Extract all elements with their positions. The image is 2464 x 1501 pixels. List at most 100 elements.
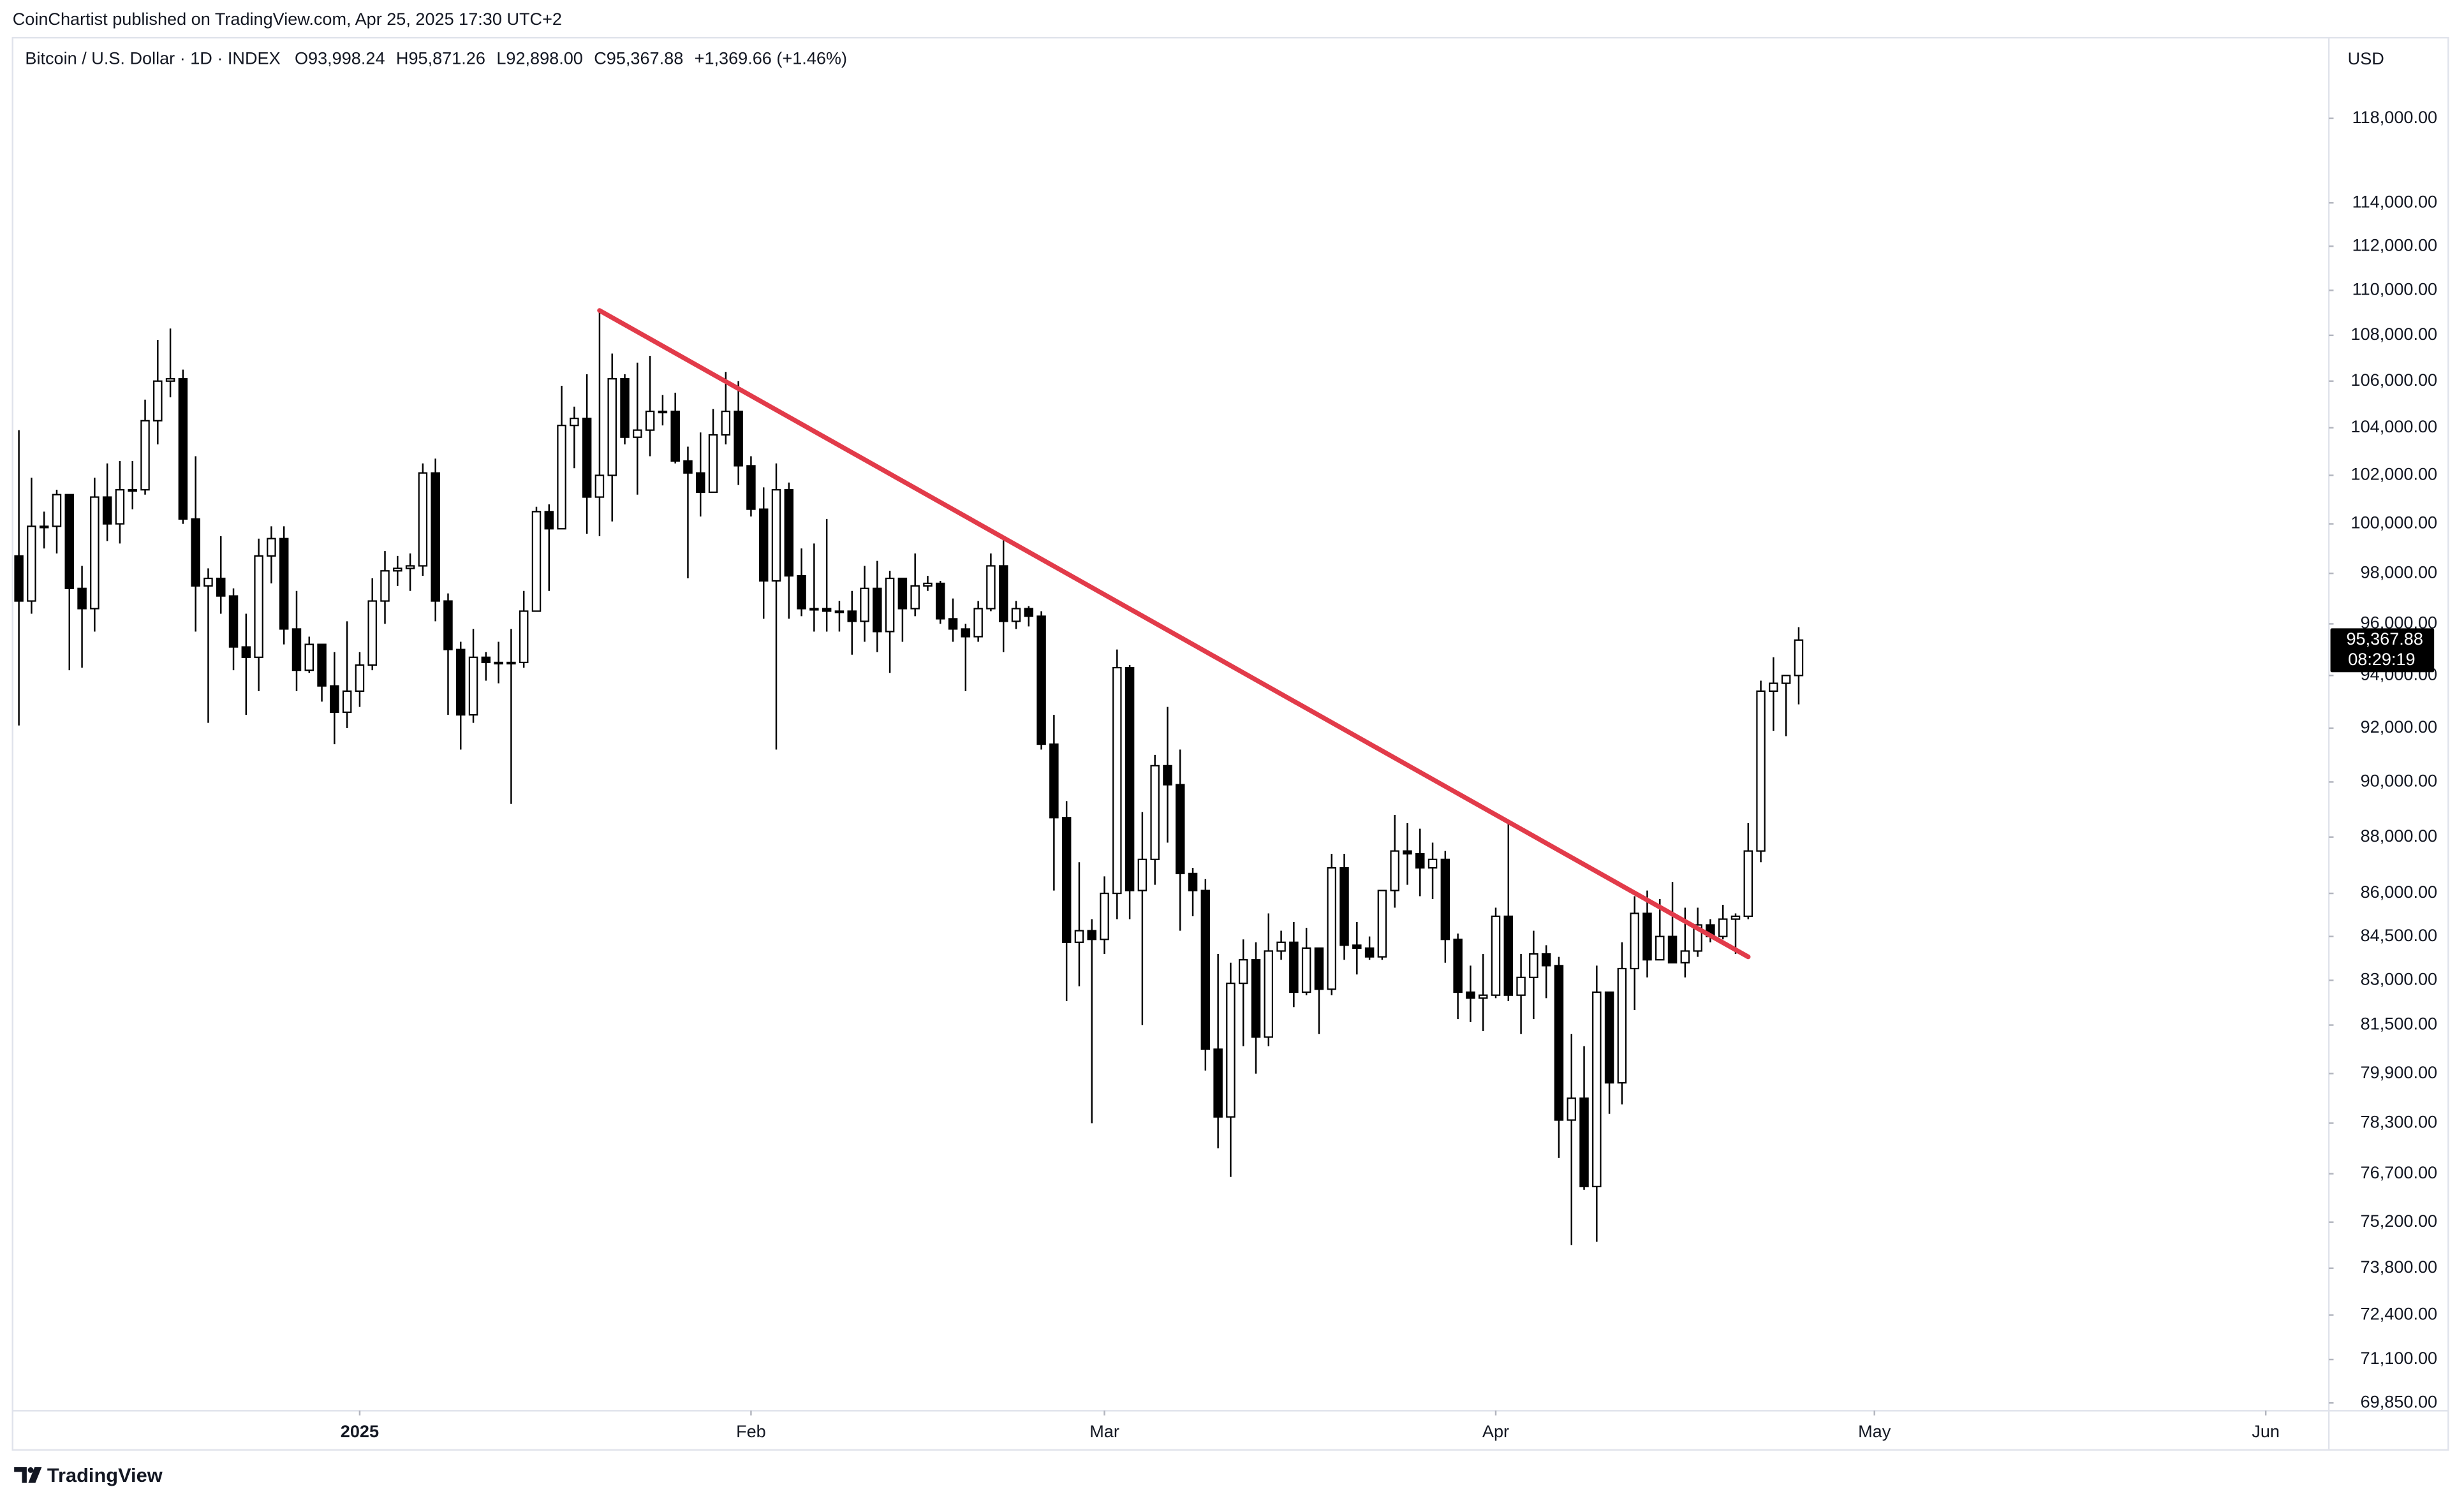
candle-body (393, 567, 402, 572)
candle-body (1049, 743, 1059, 819)
candle-body (115, 489, 125, 525)
candle-body (582, 418, 592, 498)
candle-body (1478, 994, 1488, 999)
candle-body (1200, 890, 1211, 1050)
y-tick-label: 81,500.00 (2361, 1014, 2437, 1034)
candle-body (1579, 1097, 1589, 1187)
y-tick-label: 79,900.00 (2361, 1062, 2437, 1082)
candle-body (1176, 784, 1185, 875)
candle-body (1403, 850, 1412, 855)
candle-body (721, 410, 731, 436)
candle-body (191, 518, 200, 587)
candle-body (418, 472, 428, 567)
y-tick-label: 108,000.00 (2351, 324, 2438, 344)
candle-body (1339, 867, 1349, 946)
candle-body (1125, 666, 1135, 891)
candle-body (847, 610, 857, 622)
candle-body (1100, 892, 1109, 941)
candle-body (1289, 941, 1299, 993)
last-price-label: 95,367.88 (2346, 629, 2423, 648)
candle-body (594, 474, 605, 498)
y-tick-label: 75,200.00 (2361, 1211, 2437, 1231)
candle-body (304, 643, 314, 671)
candle-body (557, 425, 566, 530)
candle-body (14, 555, 24, 602)
candle-body (39, 525, 49, 529)
candle-body (1491, 915, 1501, 996)
candle-body (1024, 608, 1034, 617)
y-tick-label: 71,100.00 (2361, 1348, 2437, 1368)
candle-body (267, 538, 276, 557)
candle-body (481, 656, 491, 664)
y-tick-label: 83,000.00 (2361, 969, 2437, 989)
candle-body (1251, 959, 1261, 1038)
published-note: CoinChartist published on TradingView.co… (13, 9, 562, 29)
candle-body (1781, 675, 1791, 684)
candle-body (784, 489, 794, 577)
candle-body (128, 489, 137, 492)
candle-body (77, 587, 87, 610)
candle-body (633, 429, 642, 438)
candle-body (1188, 872, 1198, 891)
y-tick-label: 102,000.00 (2351, 464, 2438, 484)
candle-body (1301, 947, 1311, 993)
candle-body (696, 472, 705, 494)
candle-body (1327, 867, 1336, 990)
candle-body (1503, 915, 1514, 996)
candle-body (1630, 912, 1639, 970)
candle-body (178, 377, 188, 520)
y-tick-label: 106,000.00 (2351, 370, 2438, 390)
candle-body (1794, 639, 1804, 677)
candle-body (910, 585, 920, 610)
candle-body (1567, 1097, 1576, 1121)
candle-body (1276, 941, 1286, 952)
candle-body (494, 661, 503, 665)
candle-body (936, 582, 945, 620)
ohlc-open: O93,998.24 (295, 48, 385, 68)
y-tick-label: 114,000.00 (2352, 191, 2438, 211)
x-tick-label: May (1858, 1421, 1891, 1441)
candle-body (342, 690, 352, 714)
candle-body (1769, 682, 1778, 692)
candle-body (367, 600, 377, 666)
candle-body (873, 587, 882, 633)
candle-body (380, 570, 390, 602)
candle-body (683, 460, 693, 474)
candle-body (1604, 991, 1614, 1084)
y-tick-label: 90,000.00 (2361, 771, 2437, 791)
candle-body (291, 628, 302, 671)
x-tick-label: Feb (736, 1421, 766, 1441)
x-tick-label: Apr (1482, 1421, 1509, 1441)
candle-body (254, 555, 263, 658)
ohlc-close: C95,367.88 (594, 48, 683, 68)
candle-body (1440, 858, 1450, 941)
candle-body (1364, 947, 1375, 958)
brand-name: TradingView (47, 1464, 163, 1486)
candle-body (1453, 939, 1463, 993)
candle-body (1061, 817, 1072, 943)
candle-body (203, 577, 213, 587)
candle-body (1011, 608, 1021, 622)
candle-body (1730, 915, 1741, 920)
candle-body (645, 410, 655, 431)
candle-body (1377, 890, 1387, 958)
x-tick-label: Jun (2252, 1421, 2280, 1441)
candle-body (228, 595, 239, 648)
candle-body (506, 661, 516, 665)
candle-body (27, 525, 36, 602)
candle-body (531, 511, 542, 612)
candle-body (1137, 858, 1147, 891)
candle-body (1427, 858, 1438, 869)
candle-body (973, 608, 983, 638)
candle-body (809, 608, 819, 611)
plot-area (14, 308, 1804, 1245)
candle-body (216, 577, 226, 597)
candle-body (1466, 991, 1475, 999)
candle-body (746, 465, 756, 510)
currency-label: USD (2348, 48, 2384, 68)
candle-body (1554, 965, 1564, 1121)
candle-body (948, 618, 958, 630)
candle-body (1617, 967, 1627, 1084)
y-tick-label: 104,000.00 (2351, 416, 2438, 436)
candle-body (544, 511, 554, 530)
